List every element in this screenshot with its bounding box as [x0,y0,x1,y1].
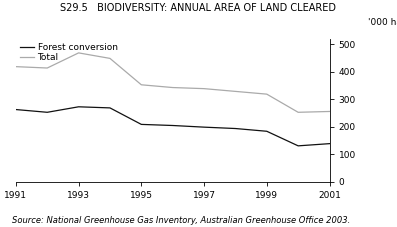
Total [139,84,144,86]
Total [202,87,206,90]
Total [233,90,238,93]
Text: S29.5   BIODIVERSITY: ANNUAL AREA OF LAND CLEARED: S29.5 BIODIVERSITY: ANNUAL AREA OF LAND … [60,3,337,13]
Forest conversion [76,105,81,108]
Total [76,52,81,54]
Total [327,110,332,113]
Forest conversion [233,127,238,130]
Total [45,67,50,69]
Forest conversion [296,144,301,147]
Total [264,93,269,96]
Total [296,111,301,114]
Forest conversion [202,126,206,128]
Forest conversion [170,124,175,127]
Total [13,65,18,68]
Forest conversion [45,111,50,114]
Text: '000 ha: '000 ha [368,18,397,27]
Line: Forest conversion: Forest conversion [16,107,330,146]
Forest conversion [139,123,144,126]
Line: Total: Total [16,53,330,112]
Total [108,57,112,60]
Forest conversion [108,106,112,109]
Legend: Forest conversion, Total: Forest conversion, Total [20,43,118,62]
Total [170,86,175,89]
Forest conversion [264,130,269,133]
Forest conversion [13,108,18,111]
Text: Source: National Greenhouse Gas Inventory, Australian Greenhouse Office 2003.: Source: National Greenhouse Gas Inventor… [12,216,350,225]
Forest conversion [327,142,332,145]
